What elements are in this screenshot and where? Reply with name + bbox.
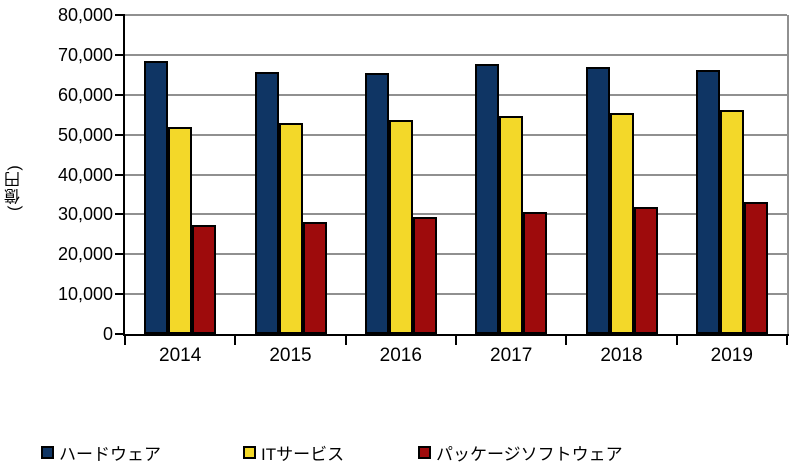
- y-axis-line: [123, 15, 125, 336]
- gridline: [125, 173, 787, 176]
- bar-ハードウェア-2015: [254, 72, 279, 334]
- y-axis-tick: [115, 213, 125, 216]
- x-axis-tick: [344, 334, 347, 345]
- gridline: [125, 53, 787, 56]
- x-category-label: 2018: [600, 345, 643, 366]
- y-axis-tick: [115, 293, 125, 296]
- bar-パッケージソフトウェア-2018: [633, 207, 658, 334]
- x-category-label: 2014: [159, 345, 202, 366]
- y-tick-label: 60,000: [57, 84, 113, 105]
- bar-ITサービス-2017: [499, 116, 524, 334]
- bar-パッケージソフトウェア-2019: [743, 202, 768, 334]
- x-category-label: 2019: [710, 345, 753, 366]
- gridline: [125, 14, 787, 16]
- x-axis-category-labels: 2014 2015 2016 2017 2018 2019: [125, 343, 787, 369]
- y-axis-tick: [115, 173, 125, 176]
- bar-ITサービス-2015: [278, 123, 303, 334]
- bar-ITサービス-2018: [609, 113, 634, 334]
- y-axis-tick: [115, 14, 125, 16]
- x-axis-tick: [675, 334, 678, 345]
- legend-item: ITサービス: [243, 442, 345, 464]
- x-category-label: 2016: [379, 345, 422, 366]
- legend-item: パッケージソフトウェア: [418, 442, 623, 464]
- gridline: [125, 253, 787, 256]
- legend-swatch-icon: [418, 445, 431, 459]
- bar-ハードウェア-2014: [144, 61, 169, 334]
- x-category-label: 2015: [269, 345, 312, 366]
- legend-item: ハードウェア: [41, 442, 161, 464]
- plot-area: [115, 14, 789, 345]
- y-axis-tick: [115, 333, 125, 335]
- y-tick-label: 20,000: [57, 244, 113, 265]
- legend-swatch-icon: [41, 445, 54, 459]
- bar-ハードウェア-2017: [475, 64, 500, 334]
- y-tick-label: 0: [102, 324, 113, 344]
- y-tick-label: 80,000: [57, 5, 113, 25]
- y-axis-tick: [115, 93, 125, 96]
- y-axis-tick-labels: 0 10,000 20,000 30,000 40,000 50,000 60,000 70,…: [0, 5, 113, 344]
- x-axis-tick: [455, 334, 457, 345]
- bar-ハードウェア-2019: [695, 70, 720, 334]
- bar-ハードウェア-2018: [585, 67, 610, 334]
- bar-ITサービス-2016: [388, 120, 413, 334]
- x-axis-tick: [124, 334, 126, 345]
- y-axis-tick: [115, 253, 125, 256]
- bar-パッケージソフトウェア-2014: [192, 225, 217, 334]
- y-axis-tick: [115, 133, 125, 136]
- y-tick-label: 30,000: [57, 204, 113, 225]
- bar-ハードウェア-2016: [364, 73, 389, 334]
- gridline: [125, 133, 787, 136]
- bar-ITサービス-2019: [719, 110, 744, 334]
- gridline: [125, 213, 787, 216]
- legend-label: パッケージソフトウェア: [436, 444, 623, 464]
- gridline: [125, 93, 787, 96]
- x-axis-tick: [234, 334, 237, 345]
- y-axis-tick: [115, 53, 125, 56]
- y-tick-label: 70,000: [57, 44, 113, 65]
- x-axis-tick: [565, 334, 568, 345]
- legend-label: ハードウェア: [59, 444, 161, 464]
- y-tick-label: 40,000: [57, 164, 113, 185]
- plot-right-border: [787, 15, 789, 334]
- gridline: [125, 293, 787, 296]
- legend-swatch-icon: [243, 445, 256, 459]
- x-category-label: 2017: [490, 345, 533, 366]
- bar-パッケージソフトウェア-2017: [523, 212, 548, 334]
- bar-パッケージソフトウェア-2016: [412, 217, 437, 334]
- x-axis-tick: [786, 334, 788, 345]
- bar-パッケージソフトウェア-2015: [302, 222, 327, 334]
- y-tick-label: 50,000: [57, 124, 113, 145]
- legend-label: ITサービス: [261, 444, 345, 464]
- y-tick-label: 10,000: [57, 284, 113, 305]
- bar-ITサービス-2014: [168, 127, 193, 334]
- chart-legend: ハードウェア ITサービス パッケージソフトウェア: [0, 442, 807, 464]
